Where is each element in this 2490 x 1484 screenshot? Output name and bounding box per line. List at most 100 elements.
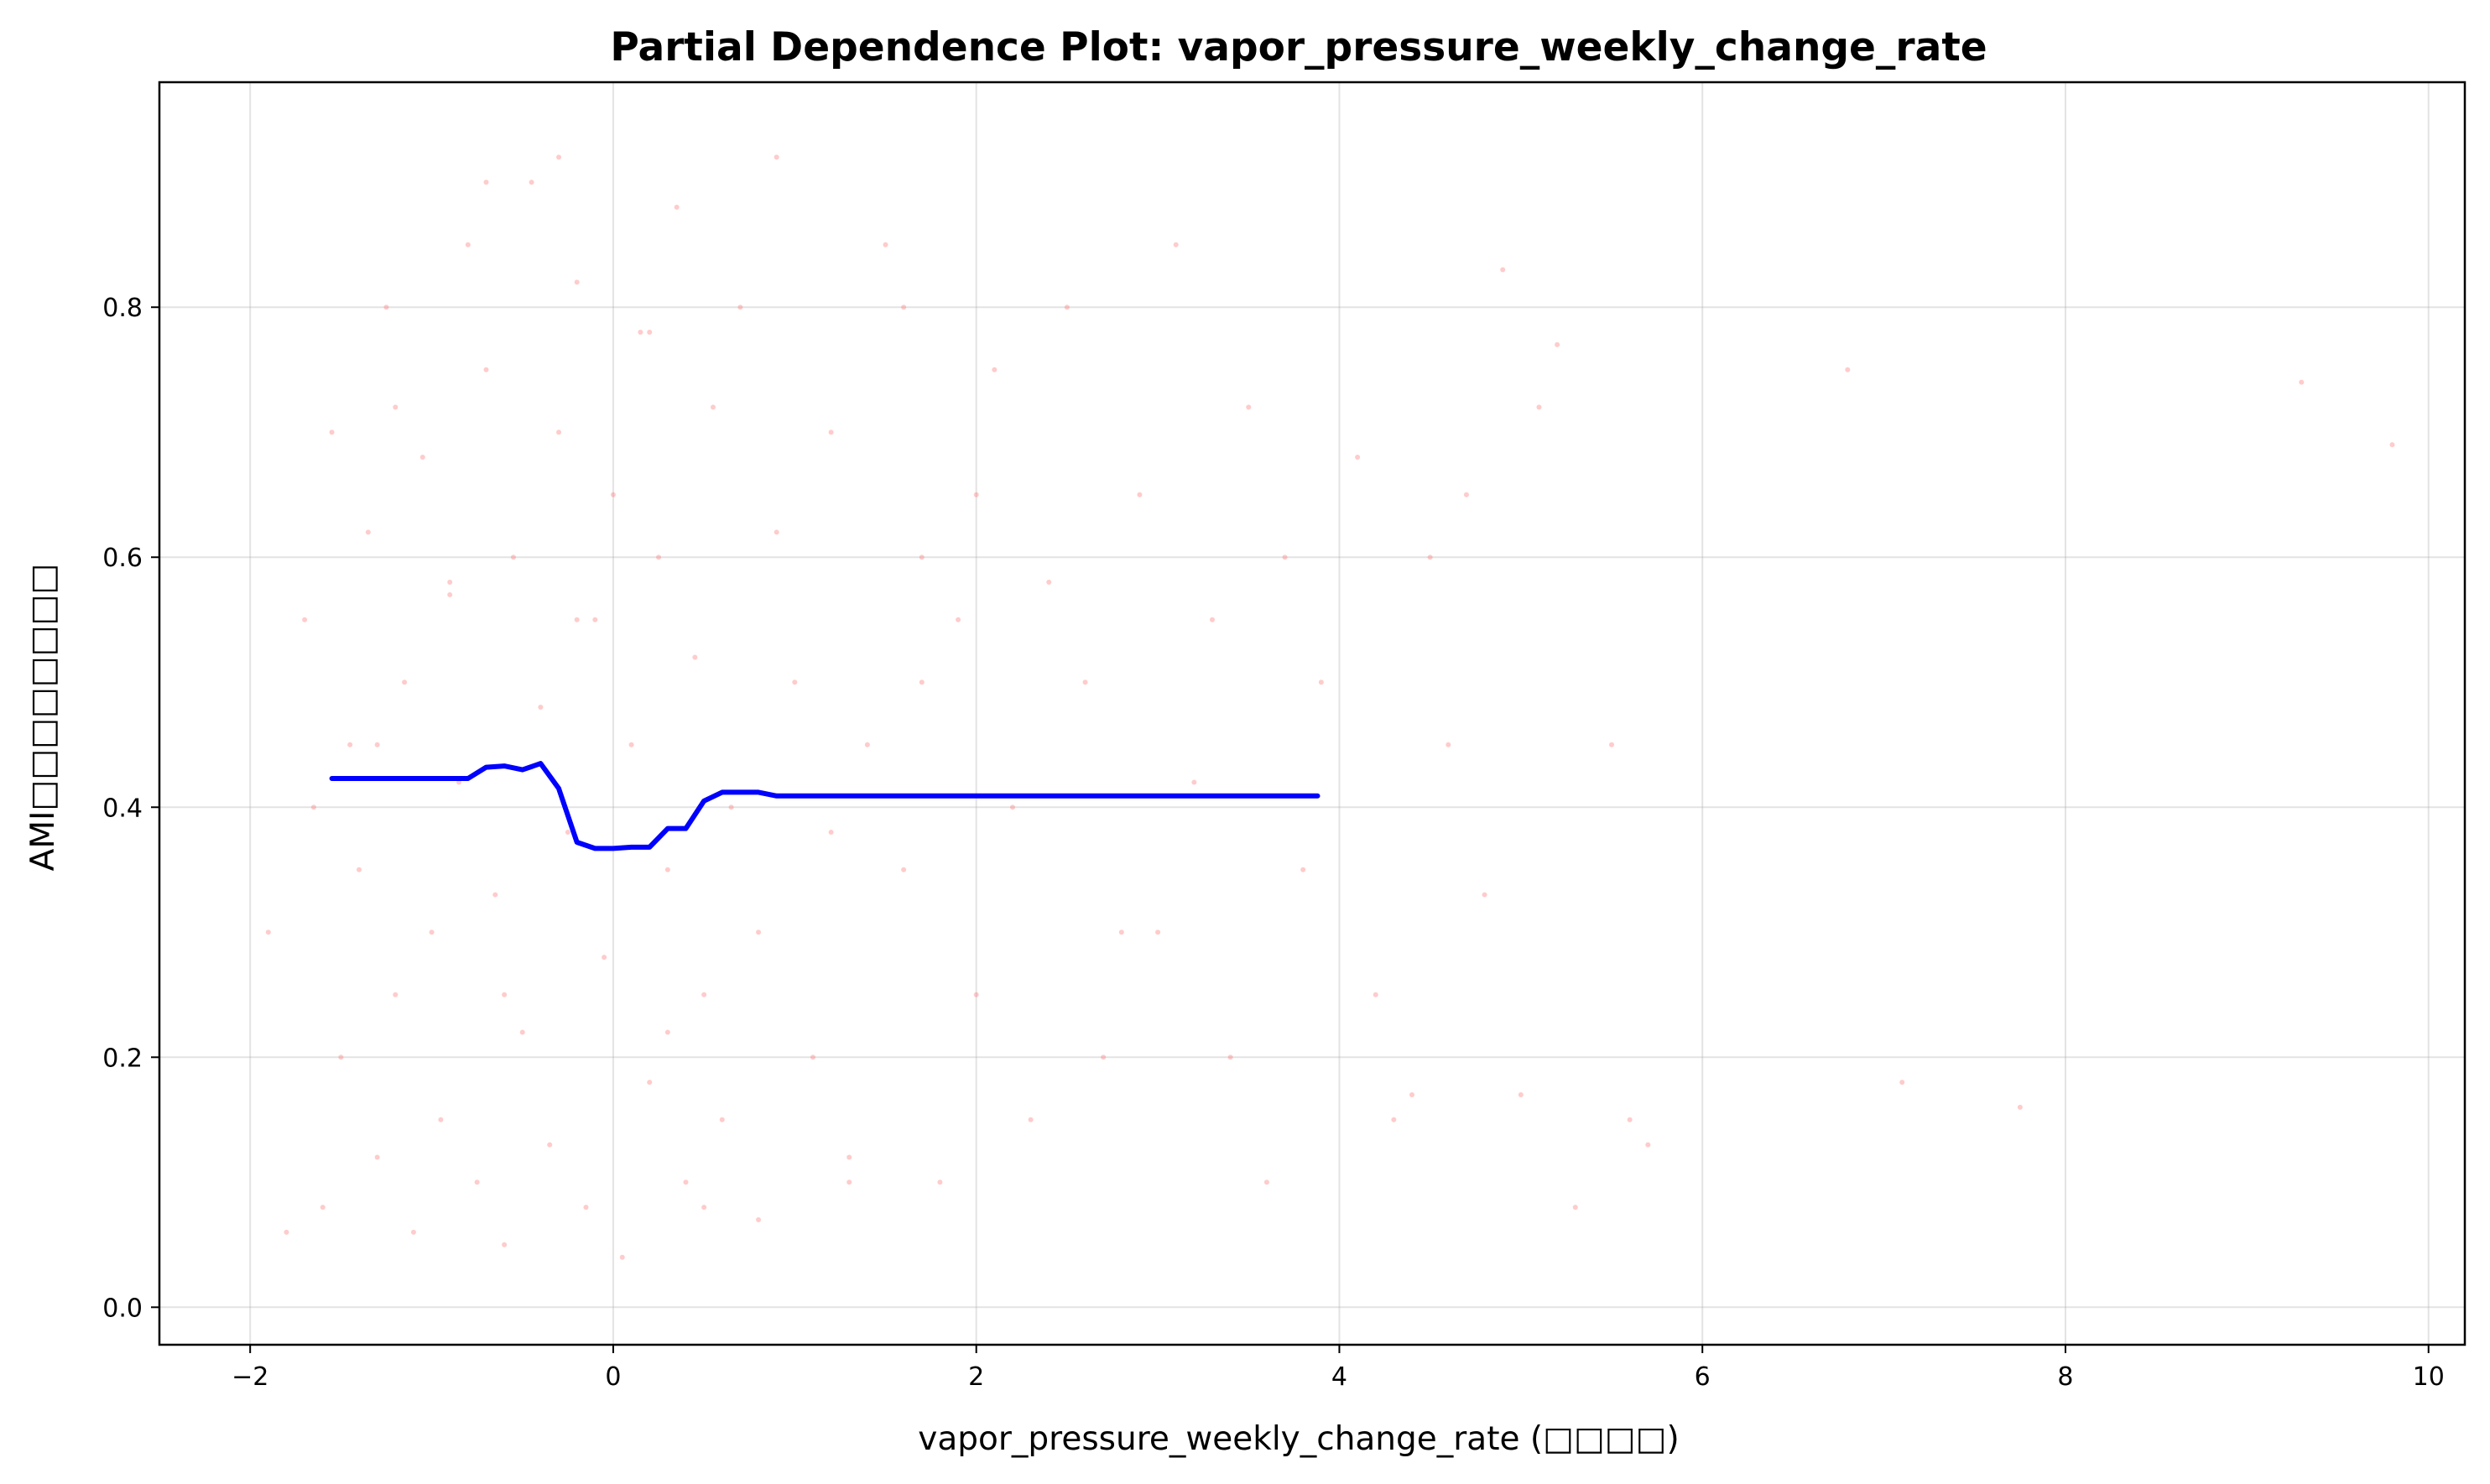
- scatter-point: [937, 1179, 943, 1185]
- scatter-point: [1555, 341, 1560, 347]
- scatter-points: [265, 154, 2395, 1260]
- scatter-point: [538, 705, 544, 711]
- pdp-line-layer: [329, 761, 1321, 851]
- scatter-point: [1318, 680, 1324, 685]
- y-axis-ticks: 0.0 0.2 0.4 0.6 0.8: [102, 294, 159, 1323]
- scatter-point: [1845, 367, 1851, 372]
- scatter-point: [656, 555, 662, 560]
- scatter-point: [410, 1229, 416, 1235]
- y-axis-label: AMI□□□□□□□□: [24, 564, 62, 872]
- scatter-point: [1209, 617, 1215, 622]
- scatter-point: [1500, 267, 1506, 273]
- scatter-point: [2299, 379, 2305, 385]
- scatter-point: [338, 1054, 344, 1060]
- scatter-point: [828, 830, 834, 836]
- scatter-point: [519, 1029, 525, 1035]
- scatter-point: [438, 1117, 444, 1122]
- scatter-point: [1155, 929, 1161, 935]
- scatter-point: [1391, 1117, 1397, 1122]
- scatter-point: [583, 1205, 589, 1211]
- scatter-point: [973, 492, 979, 497]
- scatter-point: [1373, 992, 1378, 997]
- scatter-point: [429, 929, 435, 935]
- scatter-point: [1427, 555, 1433, 560]
- scatter-point: [2017, 1104, 2023, 1110]
- scatter-point: [1536, 404, 1542, 410]
- x-tick-label: 4: [1331, 1362, 1347, 1392]
- grid-lines: [159, 82, 2465, 1345]
- scatter-point: [1082, 680, 1088, 685]
- scatter-point: [664, 867, 670, 872]
- scatter-point: [510, 555, 516, 560]
- scatter-point: [692, 654, 698, 660]
- scatter-point: [447, 580, 453, 586]
- scatter-point: [402, 680, 408, 685]
- scatter-point: [419, 455, 425, 461]
- scatter-point: [610, 492, 616, 497]
- scatter-point: [265, 929, 271, 935]
- scatter-point: [1899, 1080, 1905, 1086]
- scatter-point: [1482, 892, 1487, 898]
- y-tick-label: 0.0: [102, 1294, 143, 1323]
- scatter-point: [664, 1029, 670, 1035]
- partial-dependence-line: [329, 761, 1321, 851]
- scatter-point: [710, 404, 716, 410]
- x-tick-label: 0: [605, 1362, 621, 1392]
- scatter-point: [602, 955, 607, 961]
- scatter-point: [756, 929, 762, 935]
- scatter-point: [574, 279, 580, 285]
- scatter-point: [1263, 1179, 1269, 1185]
- scatter-point: [365, 529, 371, 535]
- x-tick-label: 10: [2413, 1362, 2445, 1392]
- scatter-point: [919, 680, 925, 685]
- scatter-point: [956, 617, 961, 622]
- scatter-point: [901, 867, 907, 872]
- scatter-point: [701, 992, 707, 997]
- scatter-point: [1173, 242, 1179, 247]
- scatter-point: [883, 242, 888, 247]
- scatter-point: [1009, 804, 1015, 810]
- scatter-point: [2389, 442, 2395, 448]
- scatter-point: [1282, 555, 1288, 560]
- scatter-point: [647, 1080, 653, 1086]
- scatter-point: [1227, 1054, 1233, 1060]
- scatter-point: [483, 180, 489, 185]
- scatter-point: [1627, 1117, 1633, 1122]
- y-tick-label: 0.6: [102, 544, 143, 573]
- x-axis-ticks: −2 0 2 4 6 8 10: [232, 1345, 2445, 1392]
- scatter-point: [1191, 779, 1197, 785]
- scatter-point: [1137, 492, 1143, 497]
- scatter-point: [310, 804, 316, 810]
- scatter-point: [556, 154, 562, 160]
- scatter-point: [393, 992, 399, 997]
- x-tick-label: 8: [2057, 1362, 2073, 1392]
- scatter-point: [547, 1142, 553, 1148]
- x-tick-label: −2: [232, 1362, 268, 1392]
- scatter-point: [1609, 742, 1615, 747]
- scatter-point: [320, 1205, 326, 1211]
- scatter-point: [810, 1054, 815, 1060]
- scatter-point: [565, 830, 570, 836]
- scatter-point: [701, 1205, 707, 1211]
- scatter-point: [302, 617, 308, 622]
- scatter-point: [774, 529, 779, 535]
- y-tick-label: 0.4: [102, 794, 143, 823]
- scatter-point: [1355, 455, 1361, 461]
- scatter-point: [919, 555, 925, 560]
- scatter-point: [474, 1179, 480, 1185]
- scatter-point: [347, 742, 353, 747]
- scatter-point: [374, 1154, 380, 1160]
- scatter-point: [846, 1179, 852, 1185]
- scatter-point: [529, 180, 534, 185]
- scatter-point: [492, 892, 498, 898]
- scatter-point: [1409, 1091, 1415, 1097]
- scatter-point: [502, 1242, 508, 1247]
- scatter-point: [1246, 404, 1252, 410]
- scatter-point: [1118, 929, 1124, 935]
- scatter-point: [846, 1154, 852, 1160]
- scatter-point: [719, 1117, 725, 1122]
- scatter-point: [647, 330, 653, 336]
- scatter-point: [1446, 742, 1451, 747]
